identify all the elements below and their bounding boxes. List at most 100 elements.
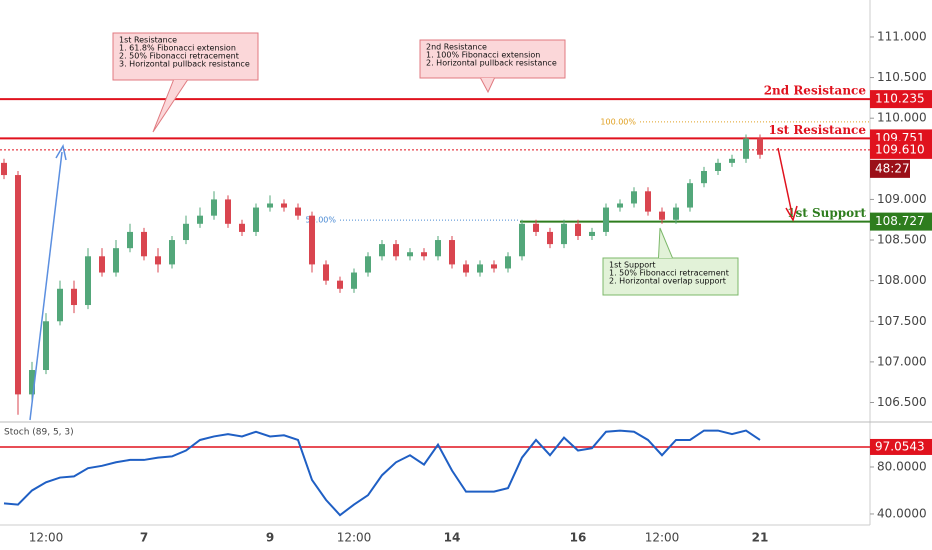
callout-pointer bbox=[480, 77, 495, 94]
candle-body bbox=[603, 207, 609, 232]
y-tick-label: 111.000 bbox=[877, 29, 927, 43]
candle-body bbox=[295, 207, 301, 216]
callout-text: 2. Horizontal overlap support bbox=[609, 277, 726, 286]
price-label: 108.727 bbox=[875, 214, 925, 228]
x-tick-label: 9 bbox=[266, 531, 274, 545]
price-label: 109.610 bbox=[875, 142, 925, 156]
x-tick-label: 12:00 bbox=[337, 531, 372, 545]
candle-body bbox=[85, 256, 91, 306]
callout-text: 2. Horizontal pullback resistance bbox=[426, 59, 557, 68]
candle-body bbox=[323, 264, 329, 281]
candle-body bbox=[351, 272, 357, 289]
blue-arrow-head bbox=[55, 143, 67, 161]
candle-body bbox=[659, 211, 665, 220]
price-label-bg bbox=[870, 438, 932, 455]
level-name: 1st Resistance bbox=[769, 123, 867, 137]
countdown-bg bbox=[870, 159, 910, 178]
callout-text: 1. 61.8% Fibonacci extension bbox=[119, 44, 236, 53]
candle-body bbox=[743, 138, 749, 159]
x-tick-label: 12:00 bbox=[29, 531, 64, 545]
candle-body bbox=[715, 162, 721, 171]
candle-body bbox=[197, 215, 203, 224]
candle-body bbox=[561, 223, 567, 245]
candle-body bbox=[183, 223, 189, 241]
level-name: 2nd Resistance bbox=[764, 84, 867, 98]
candle-body bbox=[15, 175, 21, 395]
candle-body bbox=[645, 191, 651, 212]
y-tick-label: 110.500 bbox=[877, 70, 927, 84]
candle-body bbox=[505, 256, 511, 269]
blue-arrow bbox=[29, 151, 63, 421]
candle-body bbox=[631, 191, 637, 204]
y-tick-label: 108.000 bbox=[877, 273, 927, 287]
y-tick-label: 80.0000 bbox=[877, 459, 927, 473]
candle-body bbox=[491, 264, 497, 269]
level-name: 1st Support bbox=[787, 206, 866, 220]
candle-body bbox=[141, 231, 147, 257]
candle-body bbox=[687, 183, 693, 208]
candle-body bbox=[421, 252, 427, 257]
candle-body bbox=[365, 256, 371, 273]
fib-label: 50.00% bbox=[305, 216, 336, 225]
candle-body bbox=[477, 264, 483, 273]
x-tick-label: 14 bbox=[444, 531, 461, 545]
callout-box bbox=[602, 257, 739, 296]
candle-body bbox=[379, 244, 385, 257]
red-arrow-head bbox=[785, 205, 798, 222]
candle-body bbox=[435, 240, 441, 257]
candle-body bbox=[267, 203, 273, 208]
y-tick-label: 106.500 bbox=[877, 395, 927, 409]
price-label: 97.0543 bbox=[875, 439, 925, 453]
candle-body bbox=[253, 207, 259, 232]
candle-body bbox=[589, 231, 595, 236]
candle-body bbox=[673, 207, 679, 220]
series-name: Stoch (89, 5, 3) bbox=[4, 428, 74, 438]
candle-body bbox=[757, 138, 763, 155]
candle-body bbox=[1, 162, 7, 176]
candle-body bbox=[71, 288, 77, 306]
candle-body bbox=[407, 252, 413, 257]
x-tick-label: 21 bbox=[752, 531, 769, 545]
x-tick-label: 16 bbox=[570, 531, 587, 545]
candle-body bbox=[701, 170, 707, 184]
callout-box bbox=[112, 32, 259, 81]
callout-text: 1st Support bbox=[609, 261, 656, 270]
candle-body bbox=[533, 223, 539, 232]
candle-body bbox=[449, 240, 455, 265]
price-label-bg bbox=[870, 90, 932, 109]
callout-text: 1. 50% Fibonacci retracement bbox=[609, 269, 729, 278]
candle-body bbox=[729, 158, 735, 163]
candle-body bbox=[337, 280, 343, 289]
candle-body bbox=[211, 199, 217, 216]
candle-body bbox=[127, 231, 133, 249]
price-label-bg bbox=[870, 140, 932, 159]
fib-label: 100.00% bbox=[600, 117, 636, 126]
callout-text: 1st Resistance bbox=[119, 36, 177, 45]
callout-pointer bbox=[658, 227, 673, 259]
candle-body bbox=[155, 256, 161, 265]
y-tick-label: 109.000 bbox=[877, 192, 927, 206]
candle-body bbox=[225, 199, 231, 224]
callout-pointer bbox=[152, 79, 188, 133]
candle-body bbox=[29, 370, 35, 395]
y-tick-label: 108.500 bbox=[877, 233, 927, 247]
candle-body bbox=[519, 223, 525, 257]
y-tick-label: 107.000 bbox=[877, 354, 927, 368]
price-label: 110.235 bbox=[875, 92, 925, 106]
candle-body bbox=[113, 248, 119, 273]
y-tick-label: 110.000 bbox=[877, 111, 927, 125]
countdown: 48:27 bbox=[875, 161, 910, 175]
candle-body bbox=[547, 231, 553, 245]
callout-text: 2. 50% Fibonacci retracement bbox=[119, 52, 239, 61]
candle-body bbox=[617, 203, 623, 208]
x-tick-label: 7 bbox=[140, 531, 148, 545]
price-label-bg bbox=[870, 212, 932, 231]
candle-body bbox=[169, 240, 175, 265]
candle-body bbox=[281, 203, 287, 208]
callout-box bbox=[419, 39, 566, 79]
callout-text: 1. 100% Fibonacci extension bbox=[426, 51, 540, 60]
candle-body bbox=[309, 215, 315, 265]
